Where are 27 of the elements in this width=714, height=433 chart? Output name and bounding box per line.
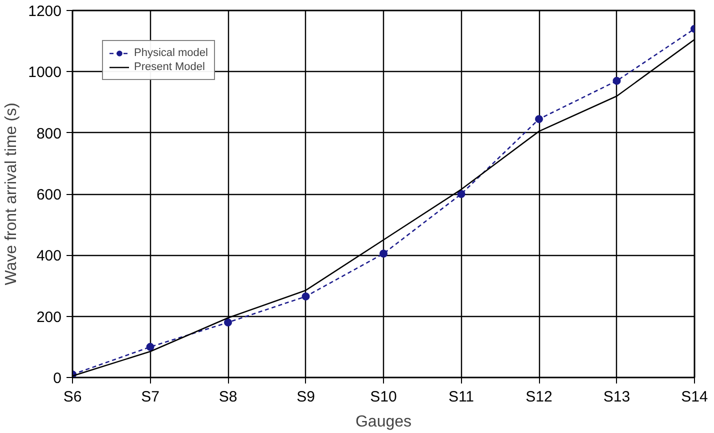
point bbox=[457, 190, 466, 198]
x-tick-label: S8 bbox=[218, 388, 238, 406]
x-tick-label: S12 bbox=[526, 388, 552, 406]
y-tick-label: 600 bbox=[36, 186, 62, 204]
point bbox=[302, 292, 310, 300]
x-tick-label: S13 bbox=[603, 388, 630, 406]
y-tick-label: 1200 bbox=[28, 3, 62, 20]
point bbox=[224, 318, 232, 326]
x-axis-title: Gauges bbox=[355, 414, 412, 430]
legend-label: Present Model bbox=[134, 61, 205, 73]
x-tick-label: S10 bbox=[370, 388, 397, 406]
x-tick-label: S11 bbox=[448, 388, 474, 406]
y-axis-title: Wave front arrival time (s) bbox=[3, 102, 20, 286]
point bbox=[380, 250, 388, 258]
x-tick-label: S9 bbox=[296, 388, 315, 406]
x-tick-label: S6 bbox=[63, 388, 82, 406]
x-tick-label: S7 bbox=[141, 388, 160, 406]
x-tick-label: S14 bbox=[681, 388, 708, 406]
y-tick-label: 0 bbox=[53, 370, 62, 387]
y-tick-label: 400 bbox=[36, 248, 62, 265]
point bbox=[612, 76, 621, 85]
legend-label: Physical model bbox=[134, 47, 208, 59]
point bbox=[535, 115, 543, 124]
point bbox=[146, 342, 154, 351]
y-tick-label: 1000 bbox=[28, 64, 62, 82]
y-tick-label: 200 bbox=[36, 308, 62, 326]
y-tick-label: 800 bbox=[36, 125, 62, 142]
